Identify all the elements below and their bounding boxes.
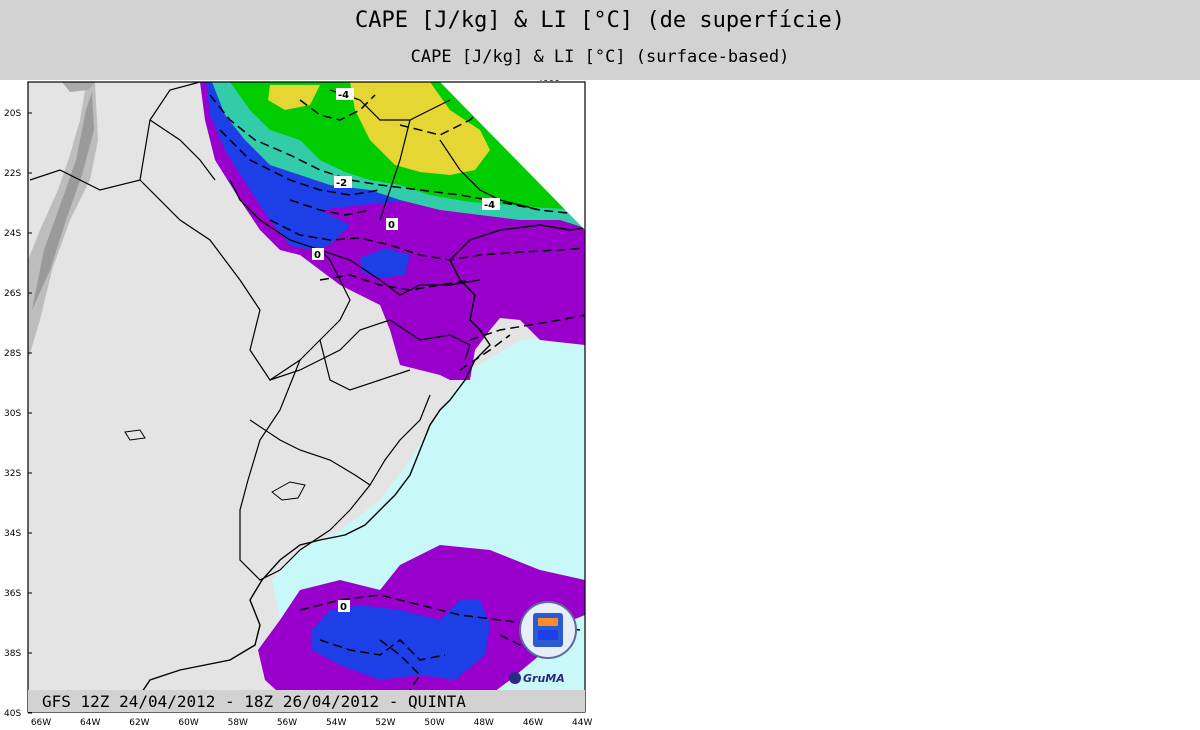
title-bar: CAPE [J/kg] & LI [°C] (de superfície) CA…	[0, 0, 1200, 80]
contour-label: -2	[336, 178, 347, 189]
logo-label: GruMA	[523, 672, 565, 685]
weather-map: -4 -2 -4 0 0 0 4000350030002500200015001…	[4, 80, 600, 728]
latitude-tick-label: 40S	[4, 709, 21, 719]
cape-region-north-2000	[350, 82, 490, 175]
latitude-axis: 20S 22S 24S 26S 28S 30S 32S 34S 36S 38S 40S	[4, 109, 32, 719]
cape-blob-250	[360, 248, 410, 278]
longitude-tick-label: 48W	[474, 718, 494, 728]
longitude-tick-label: 50W	[424, 718, 444, 728]
latitude-tick-label: 36S	[4, 589, 21, 599]
gruma-logo: GruMA	[509, 601, 577, 685]
contour-label: -4	[484, 200, 495, 211]
longitude-tick-label: 54W	[326, 718, 346, 728]
longitude-tick-label: 62W	[129, 718, 149, 728]
contour-label: 0	[340, 602, 347, 613]
latitude-tick-label: 32S	[4, 469, 21, 479]
longitude-tick-label: 56W	[277, 718, 297, 728]
andes-relief-top	[62, 82, 95, 92]
latitude-tick-label: 28S	[4, 349, 21, 359]
island-shape	[124, 429, 146, 441]
cape-region-north-2000b	[268, 85, 320, 110]
longitude-tick-label: 66W	[31, 718, 51, 728]
contour-labels: -4 -2 -4 0 0 0	[312, 88, 500, 613]
latitude-tick-label: 20S	[4, 109, 21, 119]
latitude-tick-label: 24S	[4, 229, 21, 239]
andes-relief-dark	[32, 92, 94, 310]
footer-bar	[28, 690, 585, 712]
longitude-tick-label: 60W	[178, 718, 198, 728]
chart-subtitle: CAPE [J/kg] & LI [°C] (surface-based)	[410, 47, 790, 67]
coastline	[134, 224, 586, 713]
contour-label: 0	[314, 250, 321, 261]
longitude-tick-label: 64W	[80, 718, 100, 728]
contour-label: 0	[388, 220, 395, 231]
run-info-footer: GFS 12Z 24/04/2012 - 18Z 26/04/2012 - QU…	[42, 692, 466, 711]
longitude-tick-label: 52W	[375, 718, 395, 728]
chart-title: CAPE [J/kg] & LI [°C] (de superfície)	[354, 8, 846, 33]
lagoon-shape	[271, 481, 306, 501]
latitude-tick-label: 38S	[4, 649, 21, 659]
longitude-tick-label: 44W	[572, 718, 592, 728]
latitude-tick-label: 26S	[4, 289, 21, 299]
political-borders	[29, 81, 541, 581]
latitude-tick-label: 34S	[4, 529, 21, 539]
latitude-tick-label: 30S	[4, 409, 21, 419]
longitude-axis: 66W 64W 62W 60W 58W 56W 54W 52W 50W 48W 46W 44W	[31, 718, 593, 728]
longitude-tick-label: 58W	[228, 718, 248, 728]
latitude-tick-label: 22S	[4, 169, 21, 179]
contour-label: -4	[338, 90, 349, 101]
longitude-tick-label: 46W	[523, 718, 543, 728]
